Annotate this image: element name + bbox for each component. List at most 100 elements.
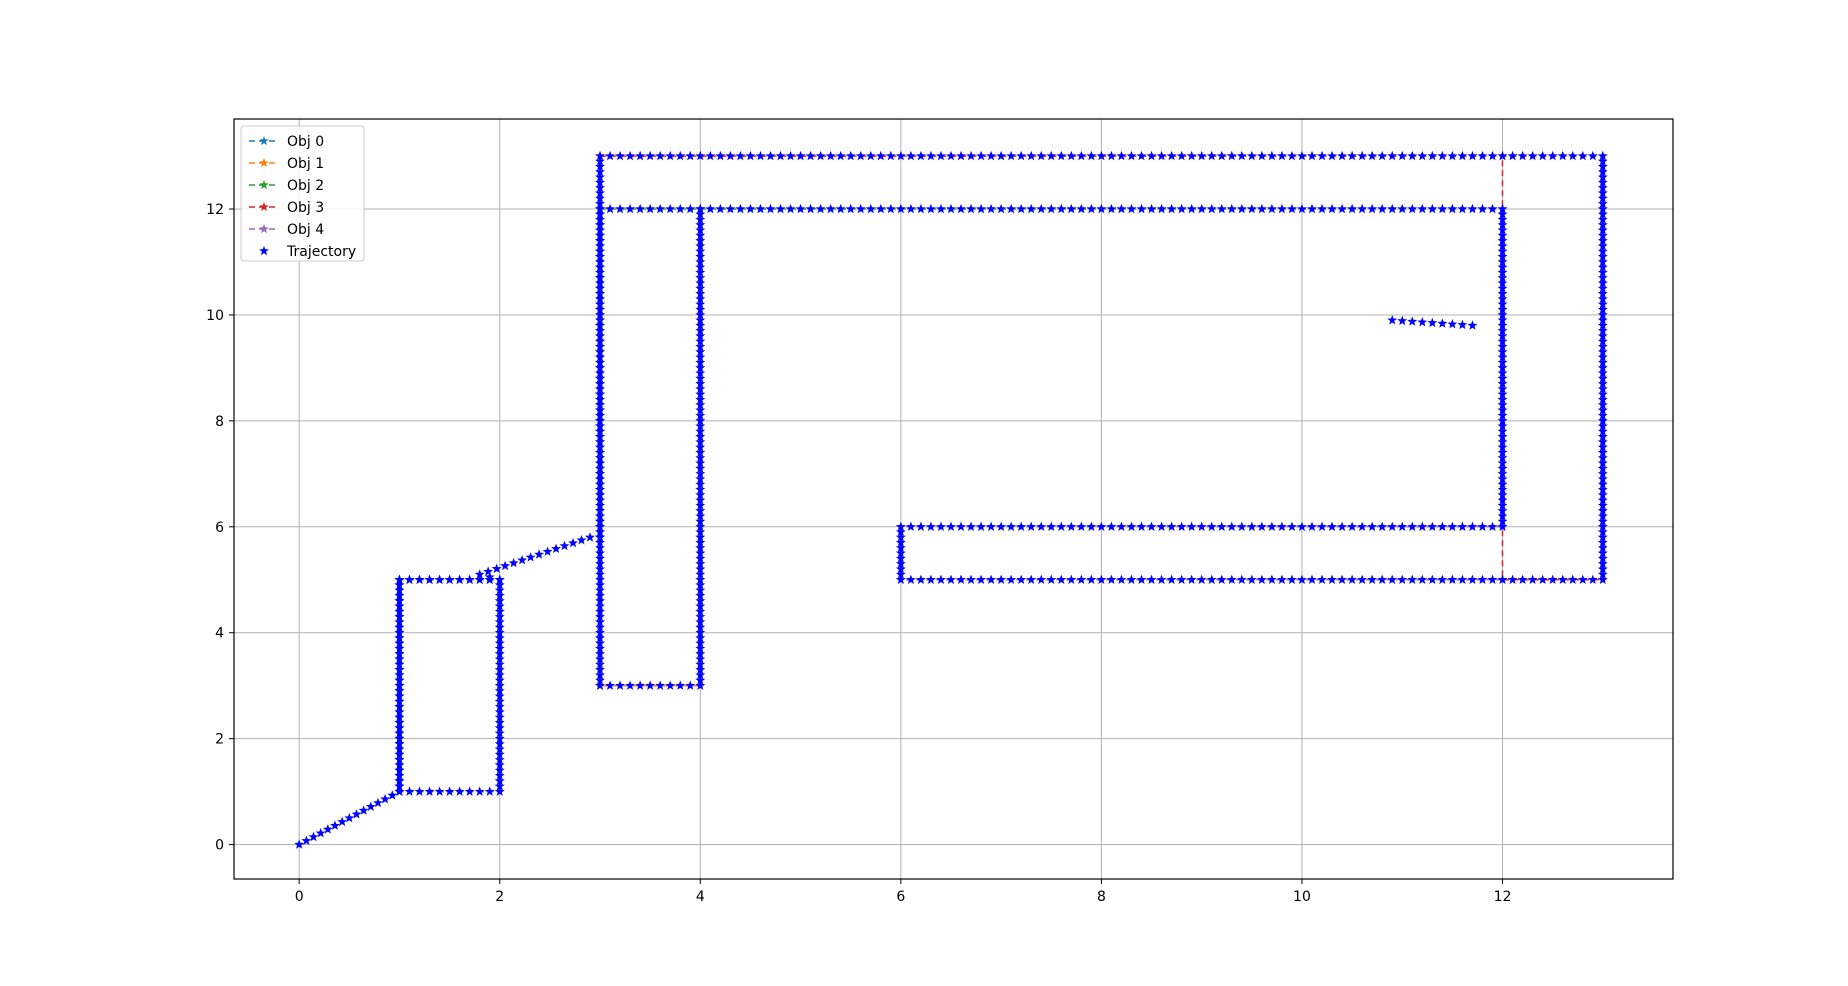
trajectory-point	[595, 638, 605, 648]
legend-label-obj-1: Obj 1	[287, 156, 324, 172]
trajectory-point	[595, 622, 605, 632]
trajectory-point	[387, 790, 398, 800]
trajectory-point	[454, 786, 465, 796]
trajectory-point	[595, 585, 605, 595]
trajectory-point	[1377, 521, 1388, 532]
trajectory-point	[1246, 521, 1257, 532]
trajectory-point	[695, 553, 706, 563]
trajectory-point	[1567, 150, 1578, 161]
trajectory-point	[414, 786, 425, 796]
trajectory-point	[1287, 521, 1297, 532]
trajectory-point	[695, 463, 706, 473]
trajectory-point	[1497, 315, 1508, 325]
trajectory-point	[464, 786, 475, 796]
trajectory-point	[1597, 389, 1608, 399]
trajectory-point	[655, 680, 666, 690]
trajectory-point	[905, 574, 916, 584]
trajectory-point	[1597, 240, 1608, 251]
legend-label-obj-0: Obj 0	[287, 134, 324, 150]
trajectory-point	[695, 309, 706, 320]
trajectory-point	[645, 150, 656, 161]
trajectory-point	[1256, 150, 1267, 161]
trajectory-point	[1497, 309, 1508, 320]
trajectory-point	[895, 563, 906, 574]
trajectory-point	[625, 203, 636, 214]
trajectory-point	[1006, 203, 1017, 214]
trajectory-point	[1597, 500, 1608, 510]
trajectory-point	[595, 368, 605, 378]
trajectory-point	[494, 786, 505, 796]
trajectory-point	[595, 563, 605, 574]
trajectory-point	[1497, 230, 1508, 240]
trajectory-point	[1387, 521, 1398, 532]
trajectory-point	[1327, 203, 1337, 214]
trajectory-point	[1337, 521, 1348, 532]
trajectory-point	[1497, 399, 1508, 410]
trajectory-point	[1497, 219, 1508, 230]
trajectory-point	[1497, 299, 1508, 309]
trajectory-point	[595, 262, 605, 272]
trajectory-point	[1537, 574, 1548, 584]
trajectory-point	[685, 680, 696, 690]
trajectory-point	[494, 759, 505, 770]
trajectory-point	[1036, 574, 1047, 584]
trajectory-point	[1467, 574, 1478, 584]
trajectory-point	[595, 405, 605, 415]
trajectory-point	[1457, 319, 1468, 330]
trajectory-point	[595, 209, 605, 219]
trajectory-point	[1236, 574, 1247, 584]
trajectory-point	[1497, 500, 1508, 510]
trajectory-point	[1116, 150, 1127, 161]
trajectory-point	[615, 150, 626, 161]
trajectory-point	[815, 150, 826, 161]
trajectory-point	[1016, 150, 1027, 161]
trajectory-point	[946, 574, 956, 584]
trajectory-point	[1497, 468, 1508, 479]
trajectory-point	[595, 611, 605, 622]
trajectory-point	[1497, 458, 1508, 468]
trajectory-point	[1477, 574, 1488, 584]
trajectory-point	[695, 373, 706, 383]
trajectory-point	[1016, 574, 1027, 584]
trajectory-point	[595, 532, 605, 542]
trajectory-point	[1497, 442, 1508, 452]
trajectory-point	[394, 754, 405, 765]
trajectory-point	[1146, 203, 1157, 214]
trajectory-point	[695, 511, 706, 521]
trajectory-point	[474, 569, 485, 579]
legend-marker-trajectory	[259, 245, 269, 256]
trajectory-point	[1206, 150, 1217, 161]
trajectory-point	[1597, 458, 1608, 468]
legend-marker-obj-2	[259, 180, 269, 190]
trajectory-point	[595, 198, 605, 208]
trajectory-point	[595, 495, 605, 505]
trajectory-point	[595, 177, 605, 187]
trajectory-point	[1357, 521, 1368, 532]
trajectory-point	[1597, 405, 1608, 415]
trajectory-point	[1597, 495, 1608, 505]
trajectory-point	[805, 150, 816, 161]
trajectory-point	[595, 436, 605, 447]
trajectory-point	[595, 336, 605, 346]
trajectory-point	[394, 675, 405, 685]
trajectory-point	[1146, 150, 1157, 161]
trajectory-point	[695, 606, 706, 616]
trajectory-point	[1036, 150, 1047, 161]
trajectory-point	[1597, 150, 1608, 161]
trajectory-point	[1597, 246, 1608, 256]
trajectory-point	[1307, 574, 1317, 584]
trajectory-point	[1327, 574, 1337, 584]
trajectory-point	[986, 203, 997, 214]
trajectory-point	[795, 150, 806, 161]
trajectory-point	[491, 563, 502, 573]
trajectory-point	[308, 831, 319, 842]
trajectory-point	[1006, 574, 1017, 584]
trajectory-point	[1016, 521, 1027, 532]
trajectory-point	[1417, 521, 1428, 532]
trajectory-point	[595, 357, 605, 367]
trajectory-point	[551, 543, 561, 554]
trajectory-point	[1076, 203, 1087, 214]
trajectory-point	[645, 203, 656, 214]
trajectory-point	[1216, 521, 1227, 532]
trajectory-point	[1337, 203, 1348, 214]
